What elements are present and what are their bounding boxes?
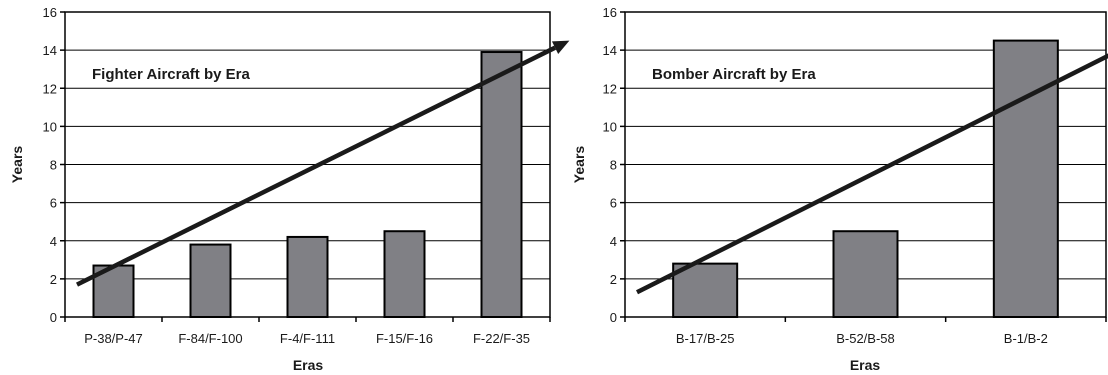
x-axis-title: Eras	[293, 357, 324, 373]
x-axis-title: Eras	[850, 357, 881, 373]
y-tick-label: 16	[43, 5, 57, 20]
x-tick-label: F-84/F-100	[178, 331, 242, 346]
bar-b-52-b-58	[832, 230, 899, 318]
chart-title: Fighter Aircraft by Era	[92, 66, 250, 83]
y-tick-label: 4	[50, 234, 57, 249]
bar-f-15-f-16	[383, 230, 426, 318]
y-tick-label: 2	[50, 272, 57, 287]
y-tick-label: 0	[50, 310, 57, 325]
y-tick-label: 0	[610, 310, 617, 325]
x-tick-label: F-4/F-111	[280, 331, 335, 346]
x-tick-label: B-17/B-25	[676, 331, 735, 346]
x-tick-label: F-15/F-16	[376, 331, 433, 346]
y-tick-label: 10	[43, 119, 57, 134]
bar-b-1-b-2	[992, 39, 1059, 318]
chart-1: 0 2 4 6 8 10 12 14 16 P-38/P-47 F-84/F-100 F-4/F-11…	[9, 5, 570, 373]
x-tick-label: P-38/P-47	[84, 331, 143, 346]
y-tick-label: 14	[603, 43, 617, 58]
y-tick-label: 16	[603, 5, 617, 20]
bar-f-84-f-100	[189, 243, 232, 318]
x-tick-label: B-1/B-2	[1004, 331, 1048, 346]
x-tick-label: F-22/F-35	[473, 331, 530, 346]
x-tick-label: B-52/B-58	[836, 331, 895, 346]
chart-title: Bomber Aircraft by Era	[652, 66, 816, 83]
y-tick-label: 6	[50, 196, 57, 211]
bar-f-4-f-111	[286, 235, 329, 318]
y-tick-label: 6	[610, 196, 617, 211]
trend-arrow-line	[635, 53, 1108, 295]
y-axis-title: Years	[9, 146, 25, 184]
y-tick-label: 14	[43, 43, 57, 58]
y-tick-label: 12	[603, 81, 617, 96]
y-tick-label: 8	[50, 158, 57, 173]
bar-f-22-f-35	[480, 51, 523, 318]
trend-arrow-line	[76, 45, 557, 287]
y-tick-label: 4	[610, 234, 617, 249]
y-tick-label: 2	[610, 272, 617, 287]
trend-arrow-head	[551, 40, 570, 54]
y-tick-label: 12	[43, 81, 57, 96]
y-tick-label: 8	[610, 158, 617, 173]
y-axis-title: Years	[571, 146, 587, 184]
chart-2: 0 2 4 6 8 10 12 14 16 B-17/B-25 B-52/B-58 B-1/B-2 Er…	[571, 5, 1108, 373]
y-tick-label: 10	[603, 119, 617, 134]
